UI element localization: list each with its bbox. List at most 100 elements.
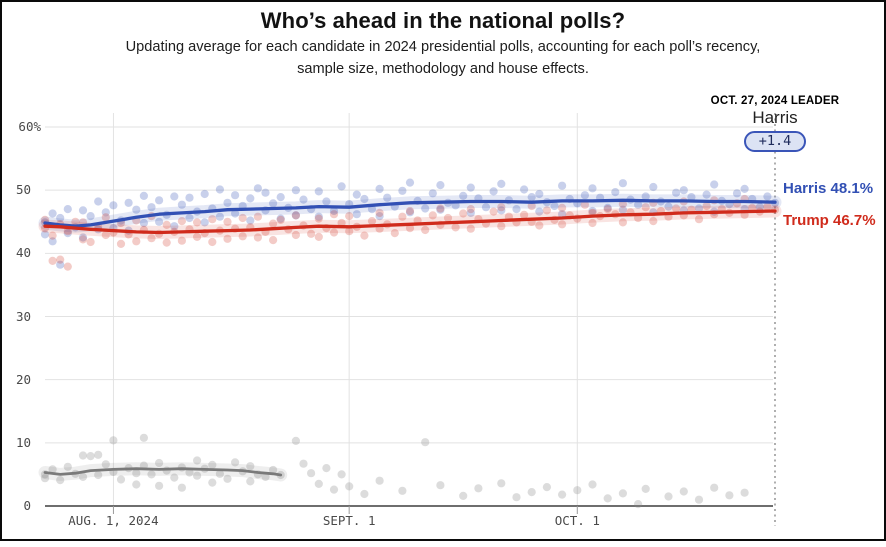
- poll-dot-trump: [101, 213, 110, 222]
- poll-dot-trump: [618, 218, 628, 227]
- poll-dot-kennedy: [527, 488, 536, 497]
- poll-dot-harris: [466, 183, 475, 192]
- poll-dot-trump: [702, 201, 711, 211]
- poll-dot-kennedy: [215, 469, 224, 478]
- poll-dot-trump: [223, 234, 232, 243]
- poll-dot-trump: [307, 229, 316, 238]
- poll-dot-kennedy: [116, 475, 126, 484]
- poll-dot-kennedy: [269, 465, 278, 475]
- poll-dot-kennedy: [139, 433, 148, 442]
- poll-dot-harris: [139, 191, 148, 200]
- poll-dot-kennedy: [185, 468, 194, 477]
- poll-dot-trump: [443, 213, 453, 223]
- poll-dot-trump: [436, 204, 445, 213]
- poll-dot-kennedy: [314, 479, 323, 488]
- poll-dot-harris: [588, 206, 597, 216]
- poll-dot-harris: [618, 179, 628, 188]
- poll-dot-trump: [588, 218, 597, 228]
- poll-dot-kennedy: [63, 462, 72, 471]
- poll-dot-kennedy: [588, 480, 597, 489]
- poll-dot-kennedy: [618, 489, 628, 498]
- poll-dot-harris: [155, 196, 164, 205]
- average-line-harris: [43, 198, 777, 228]
- poll-dot-kennedy: [101, 460, 110, 469]
- poll-dot-harris: [618, 205, 628, 214]
- poll-dot-harris: [428, 189, 437, 198]
- poll-dot-trump: [86, 237, 95, 247]
- poll-dot-harris: [672, 188, 681, 197]
- poll-dot-harris: [246, 216, 255, 225]
- poll-dot-harris: [276, 193, 285, 202]
- poll-dot-kennedy: [246, 477, 255, 486]
- poll-dot-harris: [170, 222, 179, 231]
- poll-dot-harris: [291, 186, 300, 195]
- poll-dot-trump: [497, 222, 506, 231]
- poll-dot-kennedy: [299, 459, 308, 468]
- poll-dot-harris: [588, 184, 597, 193]
- y-axis-label: 0: [23, 498, 31, 513]
- poll-dot-kennedy: [94, 470, 103, 480]
- leader-margin-badge[interactable]: +1.4: [743, 131, 807, 152]
- poll-dot-harris: [352, 190, 361, 199]
- poll-dot-harris: [269, 199, 278, 208]
- poll-dot-harris: [155, 217, 164, 226]
- poll-dot-trump: [63, 262, 72, 271]
- poll-dot-trump: [520, 210, 529, 219]
- poll-dot-trump: [253, 233, 262, 242]
- poll-dot-kennedy: [40, 474, 50, 483]
- poll-dot-harris: [86, 212, 95, 221]
- poll-dot-harris: [405, 208, 415, 217]
- poll-dot-trump: [558, 203, 567, 212]
- poll-dot-kennedy: [474, 484, 483, 493]
- poll-dot-trump: [193, 232, 202, 241]
- poll-dot-harris: [527, 193, 536, 202]
- poll-dot-kennedy: [329, 485, 339, 494]
- poll-dot-trump: [375, 208, 384, 217]
- poll-dot-trump: [405, 206, 415, 216]
- poll-dot-trump: [193, 218, 202, 227]
- poll-dot-trump: [314, 232, 323, 241]
- poll-dot-harris: [763, 192, 772, 201]
- poll-dot-kennedy: [307, 469, 316, 478]
- poll-dot-trump: [56, 255, 65, 264]
- poll-dot-kennedy: [231, 458, 240, 467]
- poll-dot-harris: [535, 189, 544, 199]
- poll-dot-trump: [78, 235, 88, 244]
- poll-dot-harris: [375, 212, 384, 221]
- poll-dot-harris: [421, 204, 430, 213]
- poll-dot-harris: [405, 178, 415, 187]
- poll-dot-harris: [459, 191, 468, 200]
- poll-dot-harris: [489, 187, 498, 196]
- poll-dot-harris: [436, 181, 445, 190]
- page-subtitle-line2: sample size, methodology and house effec…: [297, 61, 589, 77]
- x-axis-label: SEPT. 1: [322, 513, 376, 528]
- poll-dot-kennedy: [177, 483, 186, 492]
- poll-dot-kennedy: [132, 480, 141, 489]
- poll-dot-harris: [185, 193, 194, 202]
- poll-dot-trump: [162, 238, 171, 247]
- poll-dot-trump: [329, 228, 339, 237]
- poll-dot-harris: [170, 192, 179, 201]
- y-axis-label: 50: [15, 182, 31, 198]
- poll-dot-harris: [56, 260, 65, 269]
- poll-dot-trump: [132, 237, 141, 246]
- poll-dot-harris: [558, 181, 567, 190]
- poll-dot-harris: [40, 230, 50, 239]
- poll-dot-trump: [48, 231, 57, 240]
- poll-dot-kennedy: [436, 481, 445, 490]
- poll-dot-kennedy: [664, 492, 673, 501]
- y-axis-label: 40: [15, 245, 31, 261]
- poll-dot-harris: [755, 203, 764, 212]
- poll-dot-kennedy: [634, 500, 643, 509]
- poll-dot-kennedy: [337, 470, 346, 479]
- poll-dot-trump: [649, 217, 658, 226]
- poll-dot-kennedy: [208, 478, 217, 487]
- poll-dot-trump: [390, 229, 399, 238]
- poll-dot-trump: [527, 201, 536, 211]
- poll-dot-harris: [215, 185, 224, 194]
- poll-dot-kennedy: [641, 484, 650, 493]
- poll-dot-harris: [649, 182, 658, 192]
- poll-dot-trump: [535, 221, 544, 230]
